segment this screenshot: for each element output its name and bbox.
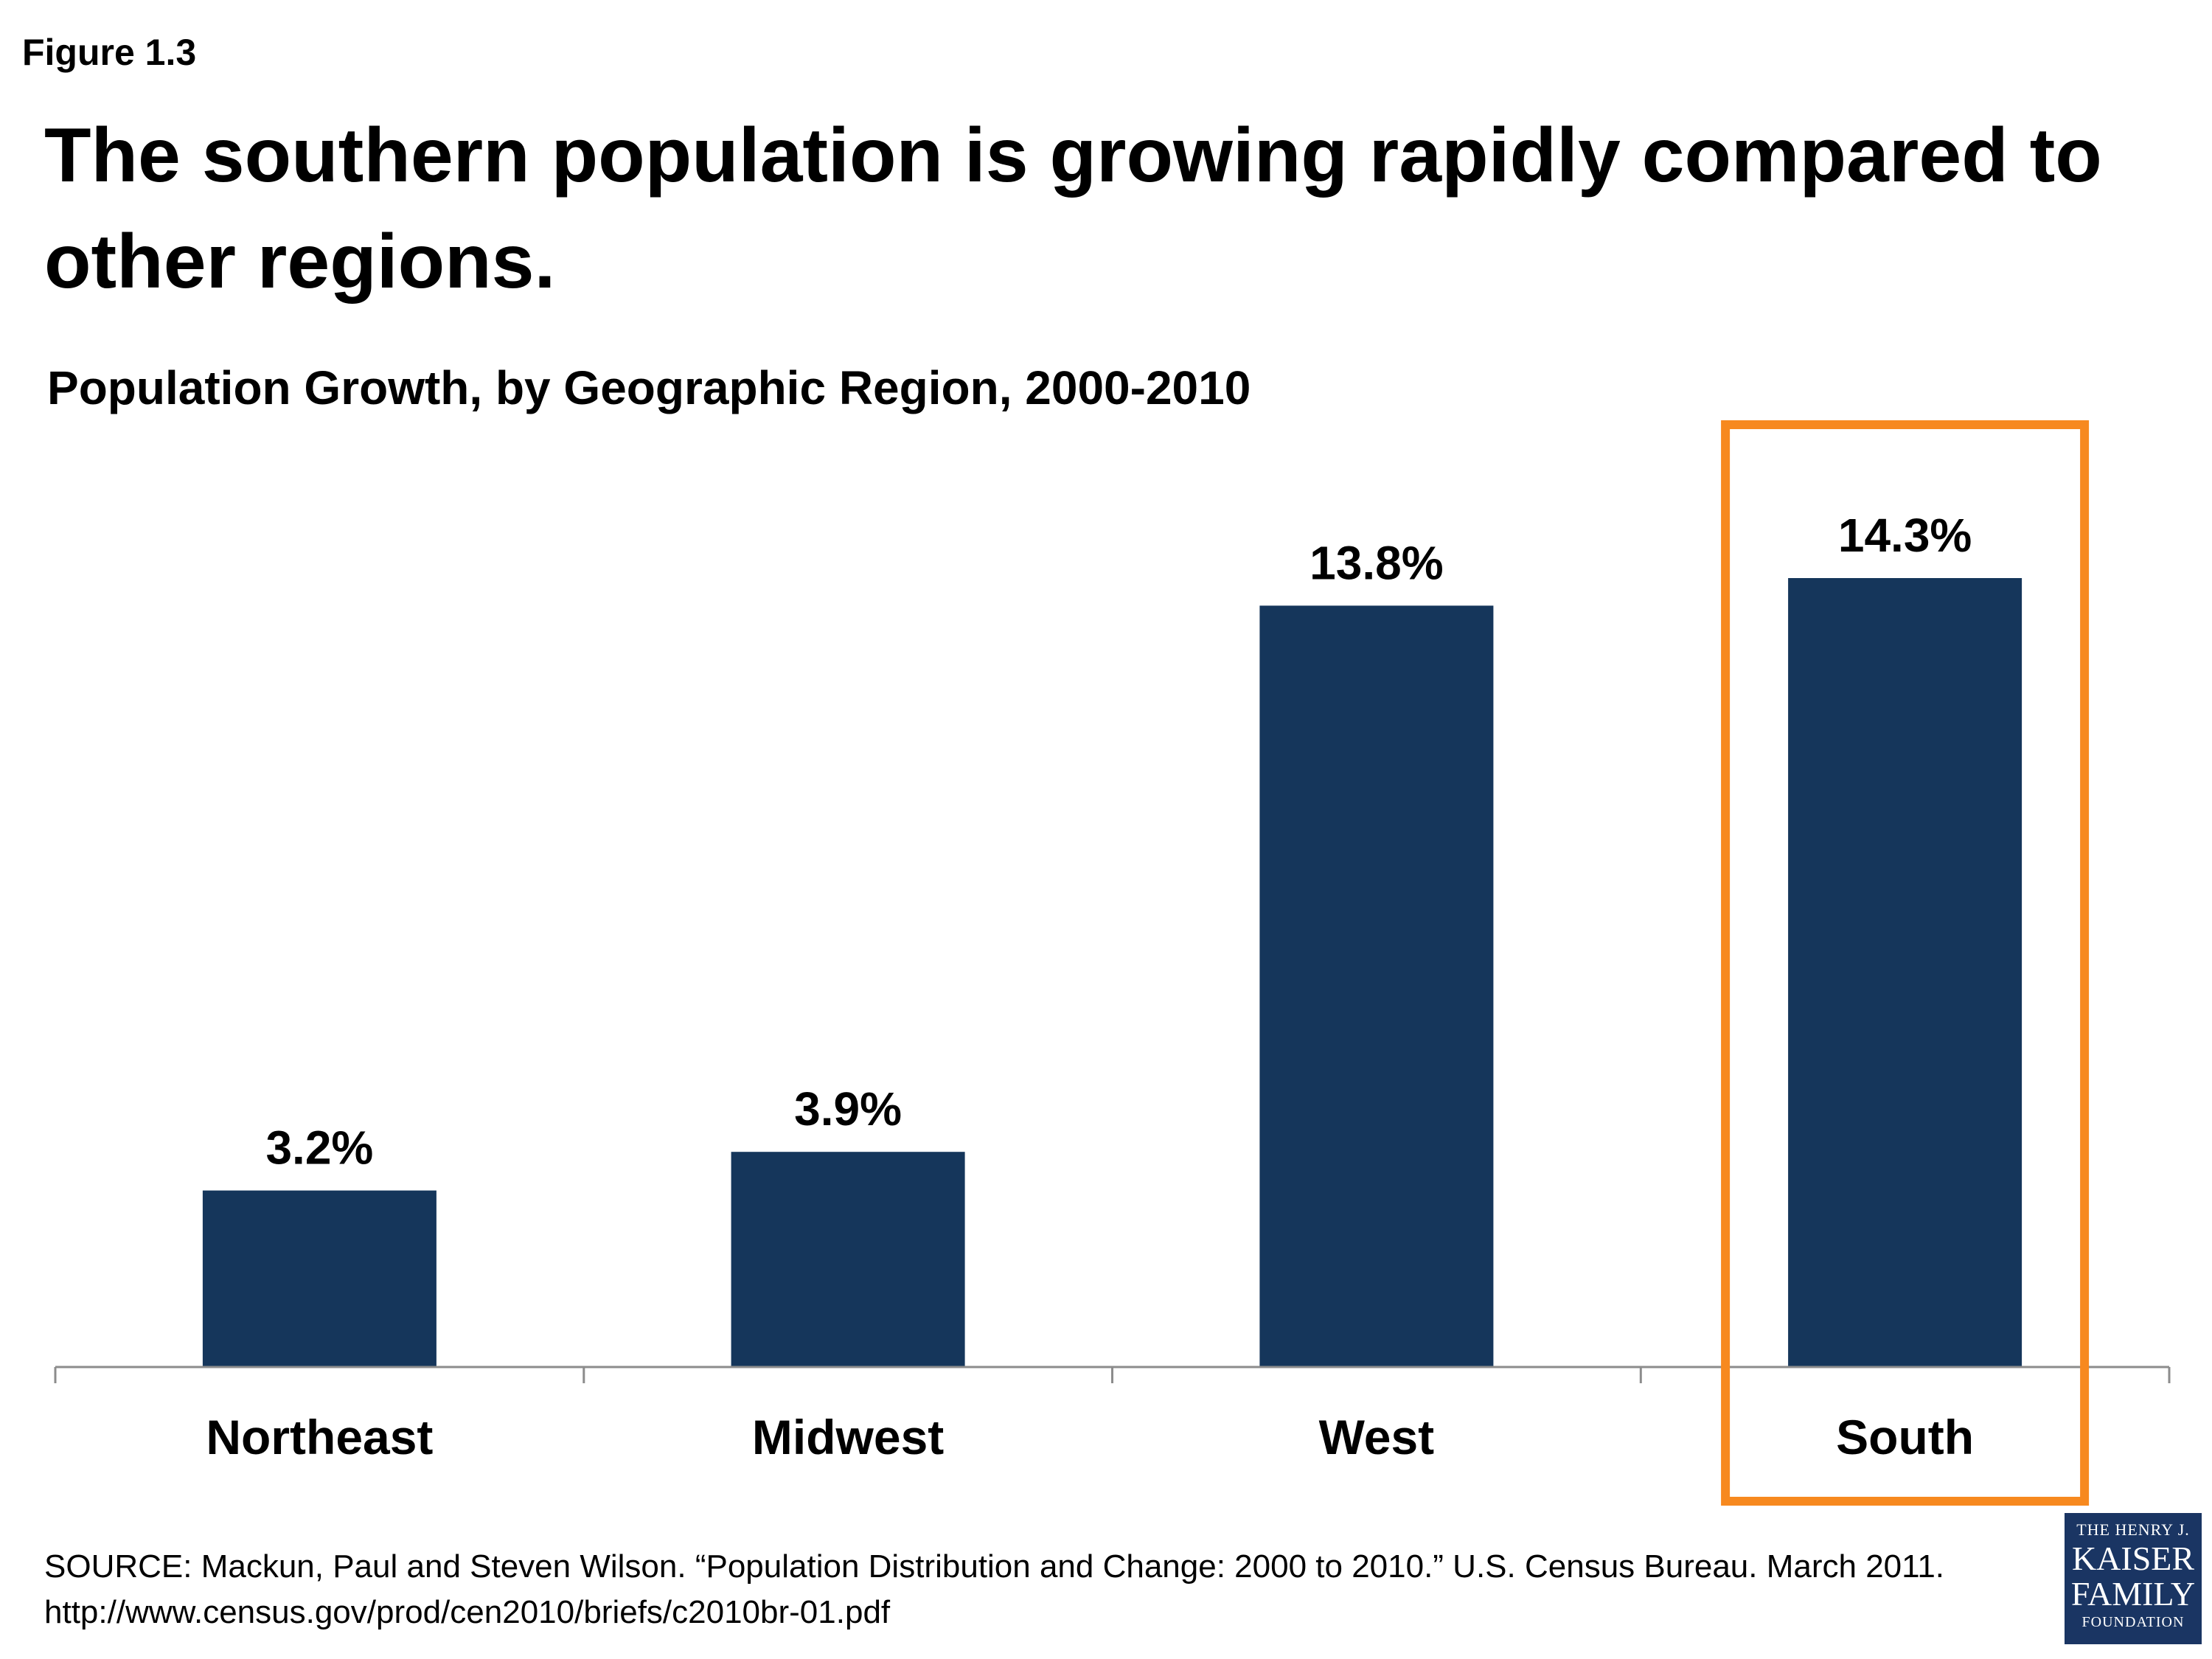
page-title: The southern population is growing rapid… [44, 113, 2102, 305]
logo-line-1: THE HENRY J. [2076, 1520, 2190, 1539]
logo-line-4: FOUNDATION [2081, 1614, 2185, 1630]
chart-title: Population Growth, by Geographic Region,… [47, 361, 1251, 414]
figure-label: Figure 1.3 [22, 32, 197, 73]
kaiser-logo: THE HENRY J. KAISER FAMILY FOUNDATION [2065, 1513, 2202, 1644]
source-note: SOURCE: Mackun, Paul and Steven Wilson. … [44, 1544, 2020, 1635]
data-label-northeast: 3.2% [265, 1121, 373, 1175]
bar-midwest [731, 1152, 965, 1367]
category-label-midwest: Midwest [752, 1410, 944, 1464]
data-label-midwest: 3.9% [794, 1082, 902, 1135]
category-label-west: West [1319, 1410, 1435, 1464]
source-url: http://www.census.gov/prod/cen2010/brief… [44, 1593, 891, 1630]
bar-west [1259, 605, 1494, 1367]
category-label-northeast: Northeast [206, 1410, 433, 1464]
logo-line-2: KAISER [2071, 1540, 2195, 1577]
data-label-west: 13.8% [1310, 536, 1443, 589]
highlight-box-south [1721, 420, 2090, 1506]
bar-northeast [202, 1190, 437, 1367]
logo-line-3: FAMILY [2070, 1575, 2196, 1613]
category-label-south: South [1836, 1410, 1974, 1464]
data-label-south: 14.3% [1838, 509, 1972, 562]
source-citation: SOURCE: Mackun, Paul and Steven Wilson. … [44, 1548, 1945, 1585]
bar-south [1788, 578, 2023, 1367]
